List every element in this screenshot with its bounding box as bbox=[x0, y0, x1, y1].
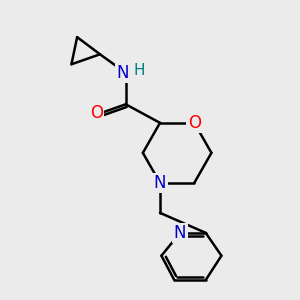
Text: O: O bbox=[90, 104, 103, 122]
Text: O: O bbox=[188, 114, 201, 132]
Text: H: H bbox=[134, 63, 145, 78]
Text: N: N bbox=[154, 174, 166, 192]
Text: N: N bbox=[116, 64, 128, 82]
Text: N: N bbox=[174, 224, 186, 242]
